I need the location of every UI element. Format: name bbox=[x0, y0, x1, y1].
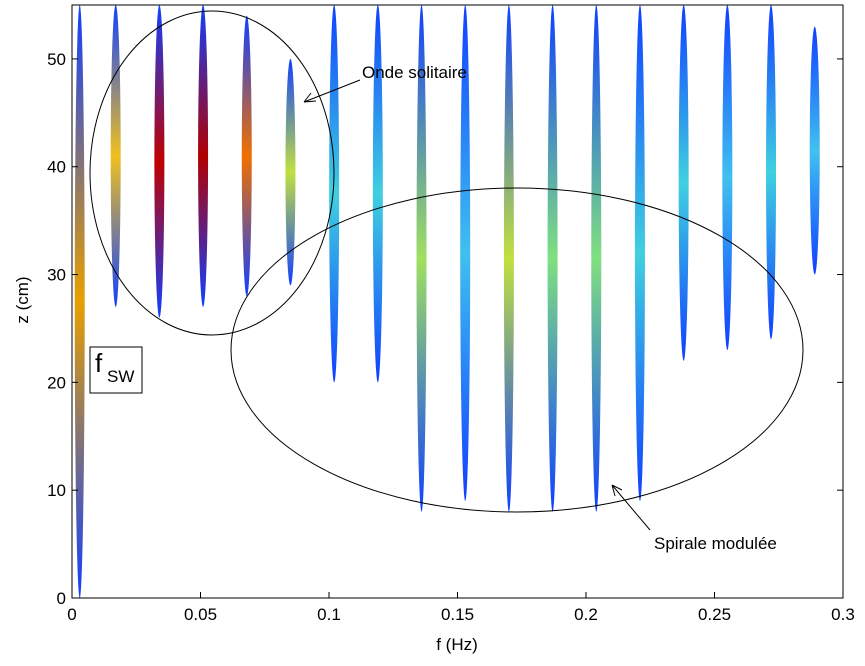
x-tick-label: 0.15 bbox=[441, 605, 474, 624]
spectral-streak bbox=[460, 5, 471, 501]
spectral-streak bbox=[766, 5, 777, 340]
spectral-streak bbox=[329, 5, 340, 383]
annotation: Onde solitaire bbox=[362, 63, 467, 82]
arrow-solitary bbox=[303, 79, 361, 103]
spectral-streak bbox=[241, 15, 252, 297]
fsw-box bbox=[89, 346, 143, 394]
y-tick-label: 0 bbox=[57, 589, 66, 608]
spectral-streak bbox=[416, 5, 427, 512]
y-tick-label: 30 bbox=[47, 266, 66, 285]
ellipse-modulated bbox=[230, 187, 804, 513]
y-tick-label: 40 bbox=[47, 158, 66, 177]
spectral-streak bbox=[154, 5, 165, 318]
x-tick-label: 0.2 bbox=[574, 605, 598, 624]
x-tick-label: 0.3 bbox=[831, 605, 855, 624]
spectral-streak bbox=[74, 5, 85, 598]
arrow-modulated bbox=[611, 484, 651, 531]
y-tick-label: 10 bbox=[47, 481, 66, 500]
y-axis-label: z (cm) bbox=[13, 276, 32, 323]
spectral-streak bbox=[503, 5, 514, 512]
spectral-streak bbox=[809, 26, 820, 275]
ellipse-solitary bbox=[89, 10, 335, 336]
spectral-streak bbox=[634, 5, 645, 501]
x-tick-label: 0.1 bbox=[317, 605, 341, 624]
spectral-streak bbox=[722, 5, 733, 351]
annotation: Spirale modulée bbox=[654, 534, 777, 553]
spectral-streak bbox=[372, 5, 383, 383]
y-tick-label: 20 bbox=[47, 373, 66, 392]
annotation: SW bbox=[107, 367, 134, 386]
annotation: f bbox=[95, 348, 103, 378]
spectral-streak bbox=[591, 5, 602, 512]
y-tick-label: 50 bbox=[47, 50, 66, 69]
x-axis-label: f (Hz) bbox=[436, 635, 478, 654]
spectral-streak bbox=[110, 5, 121, 307]
x-tick-label: 0 bbox=[67, 605, 76, 624]
x-tick-label: 0.25 bbox=[698, 605, 731, 624]
x-tick-label: 0.05 bbox=[184, 605, 217, 624]
spectral-streak bbox=[547, 5, 558, 512]
spectral-streak bbox=[198, 5, 209, 307]
spectral-streak bbox=[678, 5, 689, 361]
spectral-streak bbox=[285, 58, 296, 286]
